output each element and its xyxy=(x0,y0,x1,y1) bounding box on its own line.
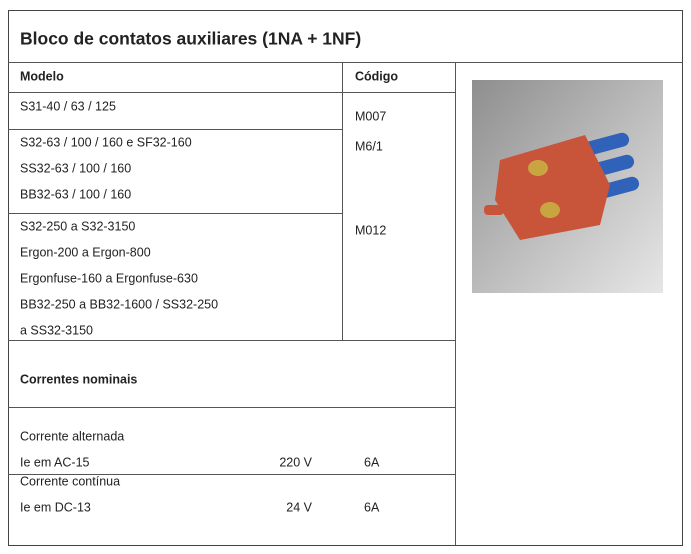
header-cell: Modelo xyxy=(20,69,64,83)
model-cell: SS32-63 / 100 / 160 xyxy=(20,161,131,175)
model-cell: BB32-250 a BB32-1600 / SS32-250 xyxy=(20,297,218,311)
rating-current: 6A xyxy=(364,455,380,469)
model-cell: S32-63 / 100 / 160 e SF32-160 xyxy=(20,135,192,149)
title: Bloco de contatos auxiliares (1NA + 1NF) xyxy=(20,29,361,49)
rating-voltage: 24 V xyxy=(286,500,312,514)
header-cell: Código xyxy=(355,69,398,83)
model-cell: a SS32-3150 xyxy=(20,323,93,337)
rating-label: Ie em DC-13 xyxy=(20,500,91,514)
rating-label: Corrente contínua xyxy=(20,474,120,488)
outer-border xyxy=(8,10,683,546)
product-photo xyxy=(472,80,663,293)
model-cell: S32-250 a S32-3150 xyxy=(20,219,135,233)
rating-current: 6A xyxy=(364,500,380,514)
model-cell: Ergon-200 a Ergon-800 xyxy=(20,245,151,259)
code-cell: M012 xyxy=(355,223,386,237)
model-cell: S31-40 / 63 / 125 xyxy=(20,99,116,113)
rating-label: Ie em AC-15 xyxy=(20,455,90,469)
rating-voltage: 220 V xyxy=(279,455,312,469)
code-cell: M6/1 xyxy=(355,139,383,153)
model-cell: BB32-63 / 100 / 160 xyxy=(20,187,131,201)
section-title: Correntes nominais xyxy=(20,372,137,386)
code-cell: M007 xyxy=(355,109,386,123)
rating-label: Corrente alternada xyxy=(20,429,124,443)
model-cell: Ergonfuse-160 a Ergonfuse-630 xyxy=(20,271,198,285)
